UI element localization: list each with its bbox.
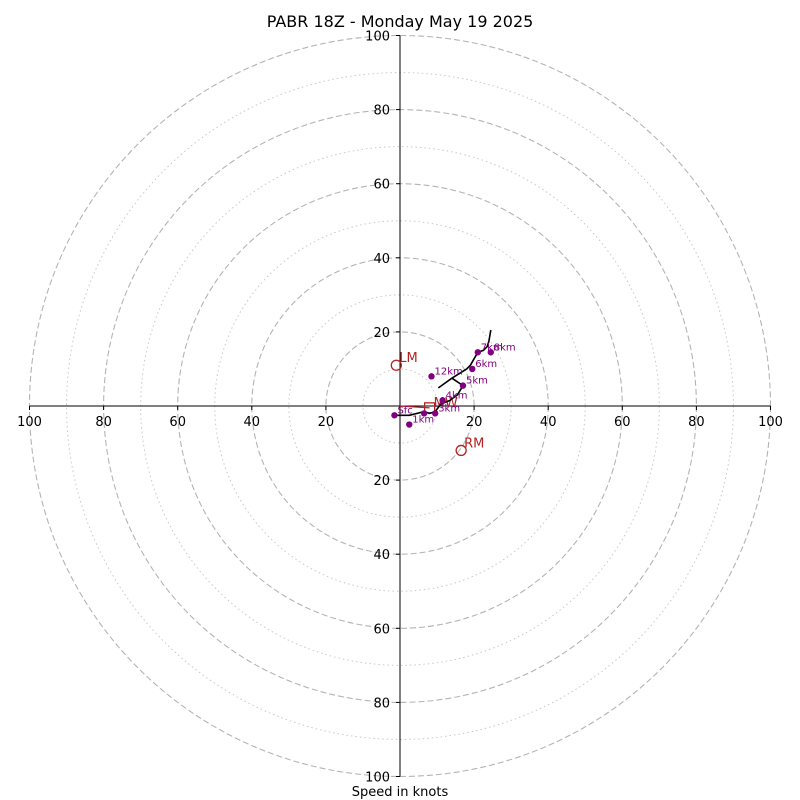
- y-tick-label: 20: [373, 326, 390, 341]
- storm-motion-marker: [455, 444, 467, 457]
- height-marker-point: [406, 421, 413, 428]
- height-marker-point: [431, 410, 439, 417]
- height-marker-label: 5km: [466, 376, 488, 387]
- height-marker-point: [469, 365, 476, 373]
- y-tick-label: 80: [373, 104, 390, 119]
- y-tick-label: 80: [373, 696, 390, 711]
- x-tick-label: 80: [95, 415, 112, 430]
- x-tick-label: 80: [688, 415, 705, 430]
- y-tick-label: 40: [373, 252, 390, 267]
- x-tick-label: 100: [17, 415, 42, 430]
- x-tick-label: 40: [540, 415, 557, 430]
- x-tick-label: 40: [244, 415, 261, 430]
- height-marker-point: [459, 382, 467, 389]
- height-marker-label: 7km: [481, 342, 503, 353]
- x-tick-label: 100: [758, 415, 783, 430]
- height-marker-label: 8km: [494, 342, 516, 353]
- chart-title: PABR 18Z - Monday May 19 2025: [267, 12, 534, 31]
- y-tick-label: 40: [373, 548, 390, 563]
- height-marker-label: Sfc: [397, 405, 412, 416]
- hodograph-trace: [394, 329, 492, 417]
- height-marker-label: 3km: [438, 403, 460, 414]
- storm-motion-marker: [390, 359, 402, 371]
- y-tick-label: 60: [373, 178, 390, 193]
- y-tick-label: 20: [373, 474, 390, 489]
- x-tick-label: 60: [614, 415, 631, 430]
- x-axis-label: Speed in knots: [352, 785, 449, 800]
- storm-motion-label: RM: [464, 436, 484, 451]
- y-tick-label: 60: [373, 622, 390, 637]
- height-marker-point: [439, 397, 446, 404]
- height-marker-label: 6km: [475, 359, 497, 370]
- height-marker-label: 4km: [446, 390, 468, 401]
- tick-labels: 100 80 60 40 20 20 40 60 80 100 100 80 60 40 20 20 40 60 8…: [17, 30, 783, 786]
- x-tick-label: 20: [466, 415, 483, 430]
- height-marker-label: 1km: [412, 415, 434, 426]
- height-marker-point: [420, 410, 428, 417]
- x-tick-label: 20: [318, 415, 335, 430]
- height-marker-point: [428, 373, 435, 380]
- y-tick-label: 100: [365, 771, 390, 786]
- storm-motion-label: LM: [399, 351, 417, 366]
- height-marker-point: [487, 349, 494, 356]
- height-marker-label: 12km: [434, 366, 462, 377]
- height-marker-point: [474, 349, 482, 356]
- height-marker-point: [391, 412, 398, 419]
- hodograph-trace-group: [394, 329, 492, 417]
- y-tick-label: 100: [365, 30, 390, 45]
- x-tick-label: 60: [169, 415, 186, 430]
